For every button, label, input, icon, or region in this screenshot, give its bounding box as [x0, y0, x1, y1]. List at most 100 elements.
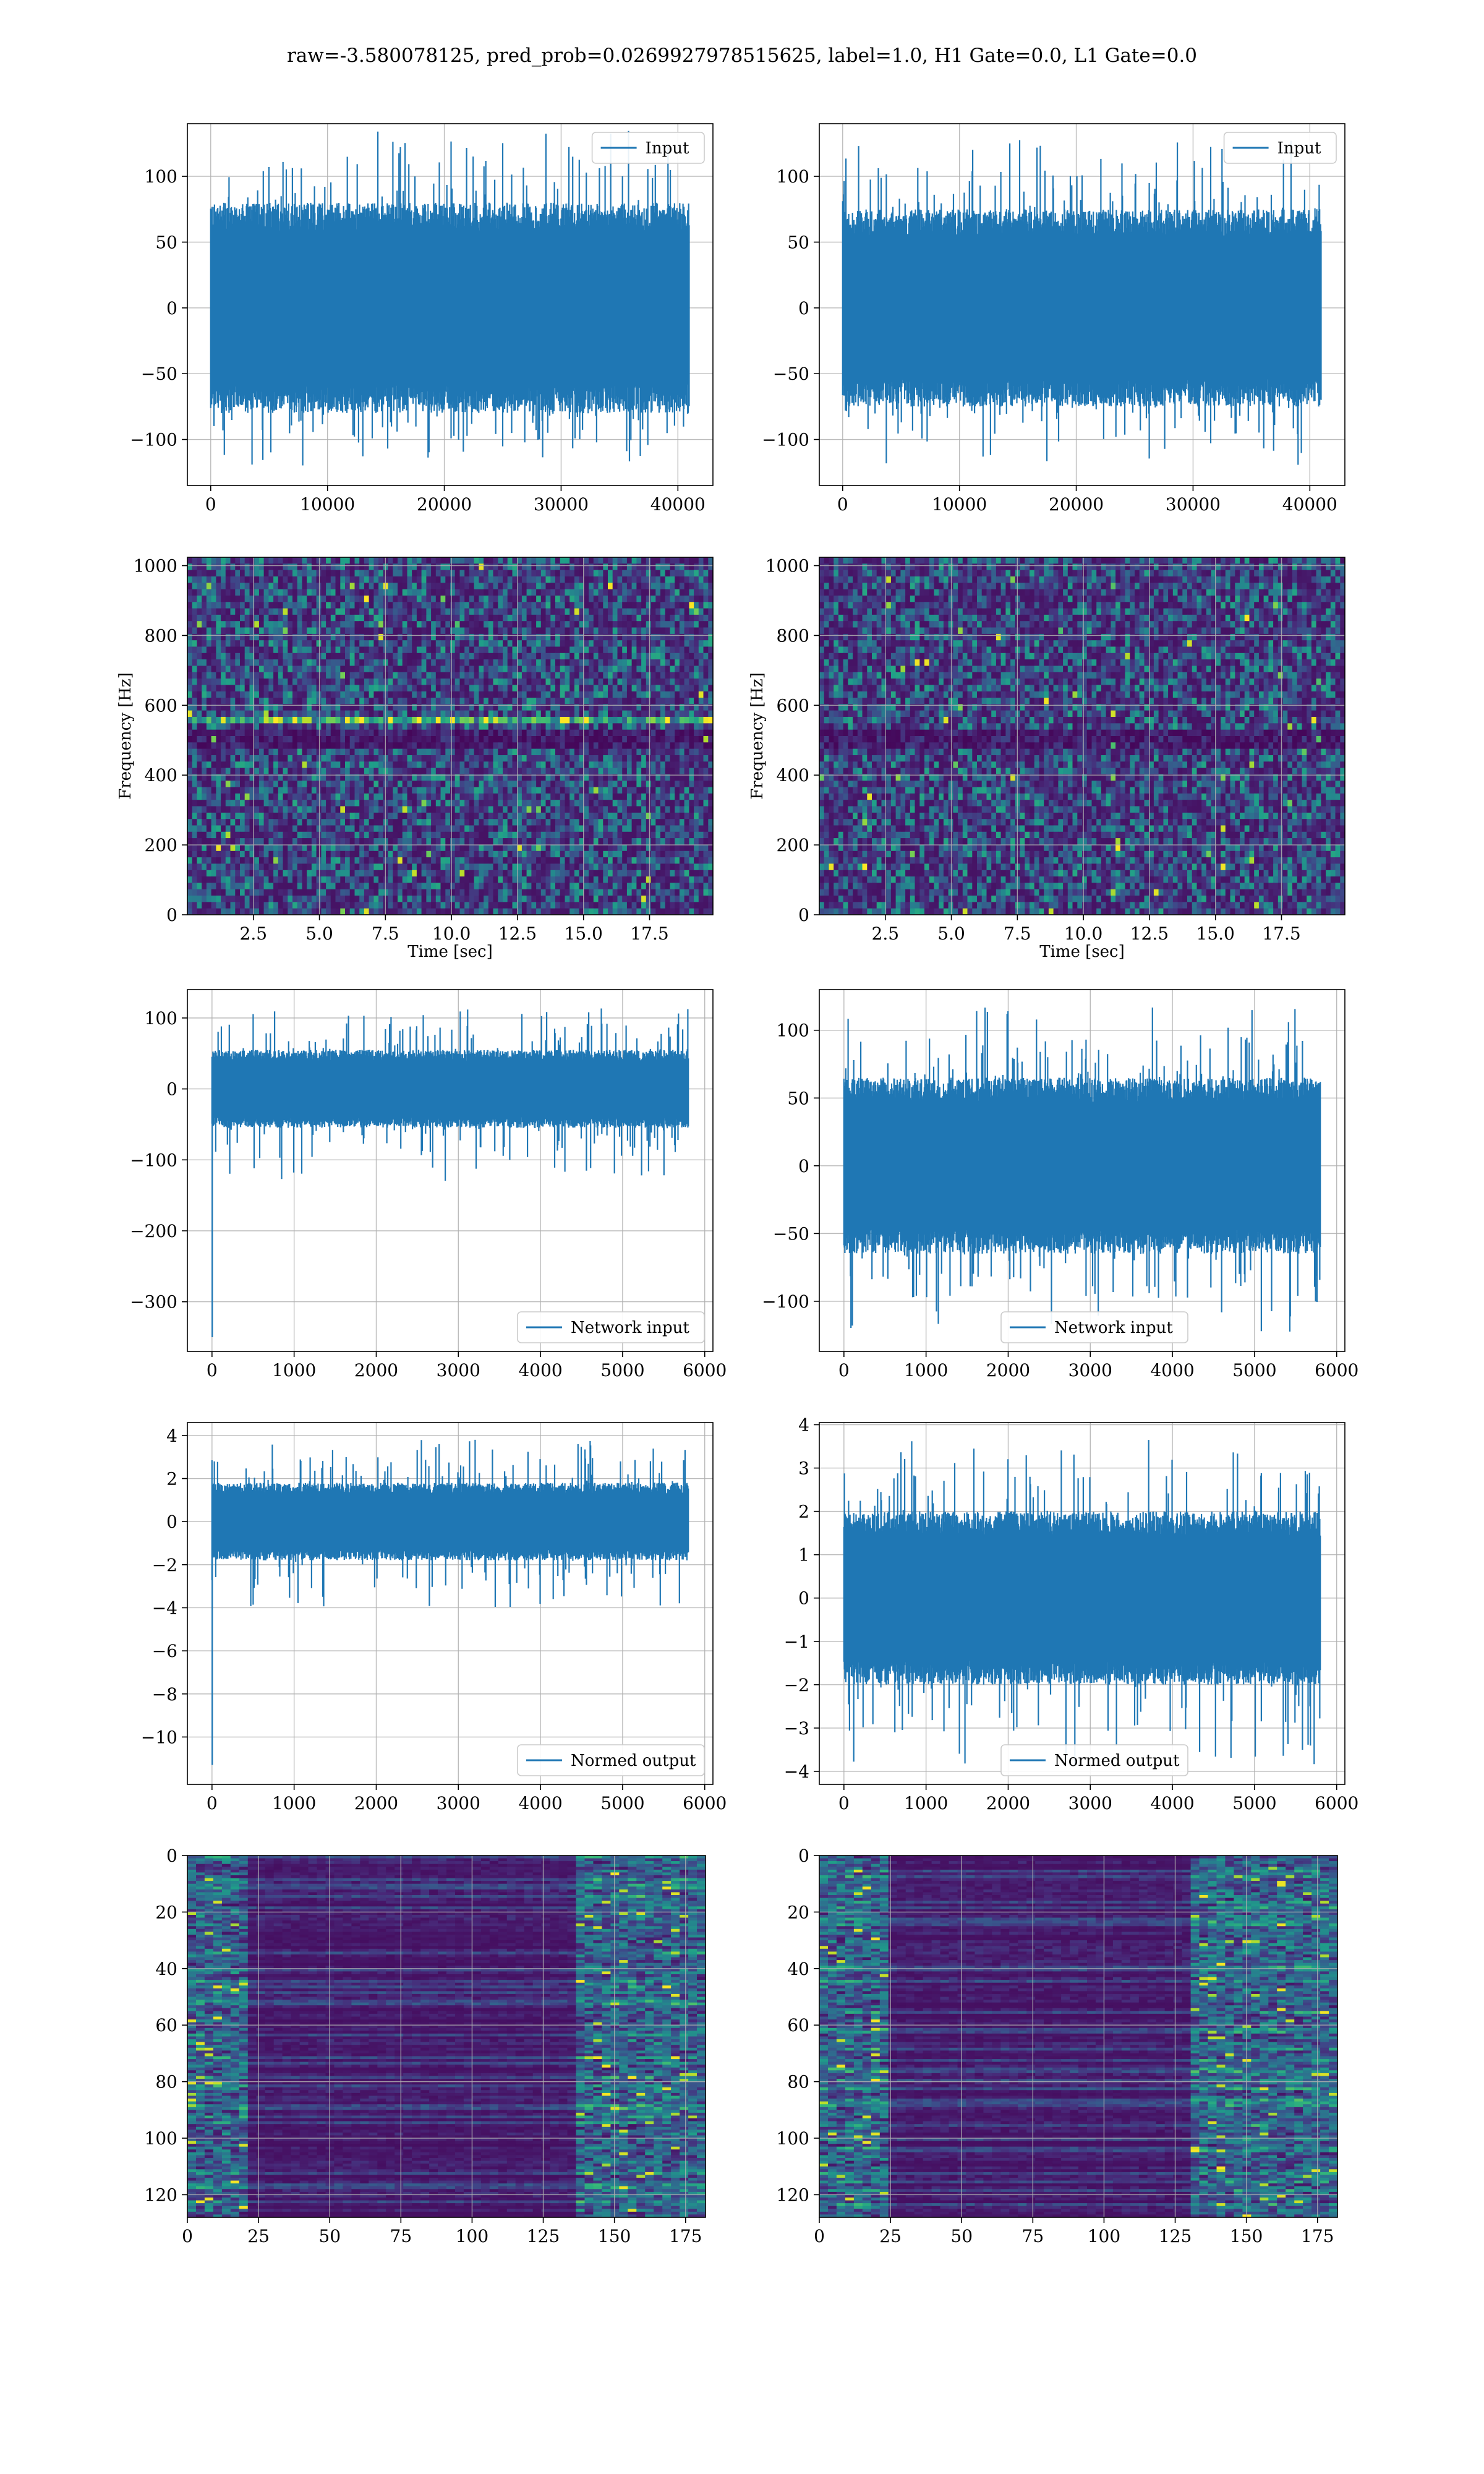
heatmap-cell — [435, 627, 441, 635]
heatmap-cell — [579, 614, 584, 622]
heatmap-cell — [378, 602, 384, 609]
heatmap-cell — [560, 576, 565, 583]
heatmap-cell — [398, 583, 403, 590]
heatmap-cell — [584, 627, 589, 635]
heatmap-cell — [598, 742, 603, 750]
heatmap-cell — [216, 659, 221, 666]
heatmap-cell — [703, 710, 709, 717]
heatmap-cell — [340, 748, 346, 756]
heatmap-cell — [311, 666, 317, 673]
heatmap-cell — [660, 729, 666, 737]
heatmap-cell — [689, 621, 694, 628]
heatmap-cell — [612, 672, 618, 679]
heatmap-cell — [598, 557, 603, 564]
heatmap-cell — [230, 838, 236, 845]
heatmap-cell — [340, 570, 346, 577]
heatmap-cell — [617, 774, 623, 781]
heatmap-cell — [450, 608, 456, 615]
heatmap-cell — [536, 646, 542, 654]
heatmap-cell — [197, 812, 202, 820]
heatmap-cell — [244, 640, 250, 648]
heatmap-cell — [221, 646, 226, 654]
heatmap-cell — [459, 800, 465, 807]
heatmap-cell — [321, 666, 326, 673]
heatmap-cell — [202, 640, 207, 648]
heatmap-cell — [412, 710, 417, 717]
heatmap-cell — [258, 838, 265, 845]
heatmap-cell — [622, 589, 628, 596]
heatmap-cell — [512, 761, 518, 769]
heatmap-cell — [479, 595, 484, 602]
heatmap-cell — [202, 768, 207, 775]
heatmap-cell — [536, 819, 542, 826]
heatmap-cell — [560, 704, 565, 711]
heatmap-cell — [435, 621, 441, 628]
heatmap-cell — [574, 774, 580, 781]
heatmap-cell — [617, 608, 623, 615]
heatmap-cell — [373, 678, 379, 685]
heatmap-cell — [698, 589, 704, 596]
heatmap-cell — [459, 627, 465, 635]
heatmap-cell — [216, 704, 221, 711]
heatmap-cell — [311, 761, 317, 769]
heatmap-cell — [249, 704, 255, 711]
heatmap-cell — [689, 570, 694, 577]
heatmap-cell — [211, 608, 216, 615]
heatmap-cell — [469, 787, 475, 794]
heatmap-cell — [412, 793, 417, 800]
heatmap-cell — [679, 646, 685, 654]
heatmap-cell — [240, 563, 245, 571]
heatmap-cell — [598, 576, 603, 583]
heatmap-cell — [708, 761, 713, 769]
heatmap-cell — [608, 819, 613, 826]
heatmap-cell — [292, 793, 298, 800]
heatmap-cell — [412, 723, 417, 730]
heatmap-cell — [655, 678, 661, 685]
heatmap-cell — [235, 774, 241, 781]
heatmap-cell — [364, 563, 370, 571]
heatmap-cell — [512, 825, 518, 833]
heatmap-cell — [670, 633, 675, 641]
heatmap-cell — [469, 583, 475, 590]
heatmap-cell — [689, 557, 694, 564]
heatmap-cell — [288, 672, 293, 679]
heatmap-cell — [631, 819, 637, 826]
heatmap-cell — [450, 723, 456, 730]
heatmap-cell — [479, 748, 484, 756]
heatmap-cell — [421, 748, 427, 756]
heatmap-cell — [694, 793, 699, 800]
heatmap-cell — [249, 710, 255, 717]
heatmap-cell — [603, 653, 608, 660]
heatmap-cell — [240, 755, 245, 762]
heatmap-cell — [617, 595, 623, 602]
heatmap-cell — [531, 793, 537, 800]
heatmap-cell — [641, 576, 647, 583]
heatmap-cell — [660, 825, 666, 833]
heatmap-cell — [589, 633, 594, 641]
heatmap-cell — [263, 595, 269, 602]
heatmap-cell — [273, 781, 279, 788]
heatmap-cell — [536, 576, 542, 583]
heatmap-cell — [440, 806, 446, 813]
heatmap-cell — [354, 640, 360, 648]
heatmap-cell — [488, 608, 494, 615]
heatmap-cell — [565, 825, 570, 833]
heatmap-cell — [560, 768, 565, 775]
heatmap-cell — [622, 602, 628, 609]
heatmap-cell — [517, 748, 522, 756]
heatmap-cell — [412, 787, 417, 794]
heatmap-cell — [450, 729, 456, 737]
heatmap-cell — [517, 666, 522, 673]
heatmap-cell — [675, 781, 680, 788]
heatmap-cell — [288, 640, 293, 648]
heatmap-cell — [703, 685, 709, 692]
heatmap-cell — [603, 710, 608, 717]
heatmap-cell — [283, 793, 288, 800]
heatmap-cell — [479, 691, 484, 698]
heatmap-cell — [268, 691, 274, 698]
heatmap-cell — [187, 831, 193, 839]
heatmap-cell — [378, 685, 384, 692]
heatmap-cell — [230, 793, 236, 800]
heatmap-cell — [560, 761, 565, 769]
heatmap-cell — [263, 710, 269, 717]
